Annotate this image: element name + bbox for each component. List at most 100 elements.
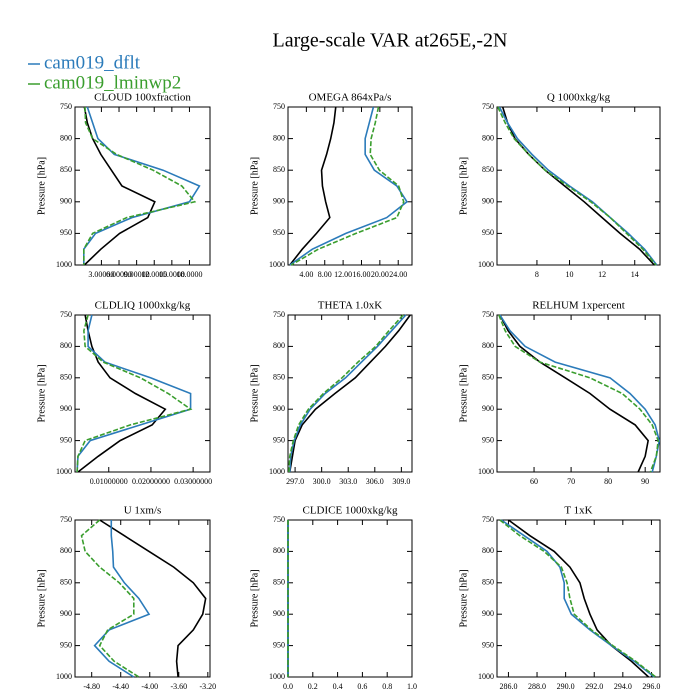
y-axis-label: Pressure [hPa]	[36, 364, 47, 422]
y-tick-label: 950	[273, 640, 285, 649]
y-tick-label: 750	[482, 310, 494, 319]
profile-line	[80, 519, 140, 678]
x-tick-label: 0.8	[382, 682, 392, 691]
plot-frame	[496, 519, 661, 678]
x-tick-label: 286.0	[499, 682, 517, 691]
y-tick-label: 1000	[56, 672, 72, 681]
y-tick-label: 800	[482, 133, 494, 142]
plot-frame	[287, 519, 413, 678]
y-tick-label: 1000	[478, 467, 494, 476]
profile-line	[497, 106, 657, 266]
y-tick-label: 800	[482, 546, 494, 555]
y-tick-label: 950	[60, 228, 72, 237]
y-tick-label: 950	[273, 228, 285, 237]
y-tick-label: 850	[60, 578, 72, 587]
y-tick-label: 950	[273, 435, 285, 444]
profile-line	[93, 520, 151, 678]
x-tick-label: 297.0	[286, 477, 304, 486]
profile-line	[500, 519, 655, 678]
panel-title: THETA 1.0xK	[318, 300, 383, 312]
panel-title: RELHUM 1xpercent	[532, 300, 625, 312]
x-tick-label: 15.0000	[159, 270, 185, 279]
y-tick-label: 800	[60, 341, 72, 350]
y-tick-label: 900	[60, 404, 72, 413]
x-tick-label: 296.0	[642, 682, 660, 691]
plot-frame	[287, 106, 413, 266]
y-tick-label: 750	[273, 102, 285, 111]
profile-line	[76, 314, 193, 473]
profile-line	[501, 106, 655, 266]
profile-line	[76, 314, 192, 473]
x-tick-label: 303.0	[339, 477, 357, 486]
y-tick-label: 1000	[56, 260, 72, 269]
y-tick-label: 750	[60, 515, 72, 524]
x-tick-label: -4.80	[83, 682, 100, 691]
y-tick-label: 850	[482, 578, 494, 587]
y-axis-label: Pressure [hPa]	[249, 364, 260, 422]
x-tick-label: 0.0	[283, 682, 293, 691]
y-tick-label: 900	[482, 197, 494, 206]
y-tick-label: 1000	[269, 672, 285, 681]
x-tick-label: 70	[567, 477, 575, 486]
plot-frame	[74, 314, 211, 473]
y-tick-label: 900	[482, 404, 494, 413]
profile-line	[288, 314, 404, 473]
x-tick-label: 9.00000	[124, 270, 150, 279]
profile-line	[77, 314, 167, 473]
x-tick-label: 14	[631, 270, 639, 279]
panel-title: Q 1000xkg/kg	[547, 92, 611, 104]
x-tick-label: 290.0	[557, 682, 575, 691]
y-axis-label: Pressure [hPa]	[458, 364, 469, 422]
y-tick-label: 800	[482, 341, 494, 350]
profile-line	[507, 519, 650, 678]
profile-line	[289, 106, 409, 266]
plot-frame	[74, 106, 211, 266]
profile-line	[499, 314, 661, 473]
profile-line	[289, 106, 337, 266]
x-tick-label: 60	[530, 477, 538, 486]
panel-title: T 1xK	[564, 505, 592, 517]
x-tick-label: 300.0	[313, 477, 331, 486]
y-axis-label: Pressure [hPa]	[249, 569, 260, 627]
y-tick-label: 750	[273, 310, 285, 319]
plot-frame	[496, 314, 661, 473]
y-tick-label: 1000	[269, 467, 285, 476]
x-tick-label: 20.00	[371, 270, 389, 279]
plot-frame	[74, 519, 211, 678]
x-tick-label: 0.6	[357, 682, 367, 691]
x-tick-label: 10	[566, 270, 574, 279]
x-tick-label: 80	[604, 477, 612, 486]
y-tick-label: 950	[60, 640, 72, 649]
plot-frame	[496, 106, 661, 266]
profile-line	[288, 314, 411, 473]
y-tick-label: 1000	[478, 260, 494, 269]
profile-line	[499, 314, 650, 473]
y-tick-label: 850	[60, 373, 72, 382]
x-tick-label: -4.40	[112, 682, 129, 691]
y-tick-label: 1000	[478, 672, 494, 681]
x-tick-label: 12.0000	[141, 270, 167, 279]
y-tick-label: 900	[482, 609, 494, 618]
x-tick-label: 292.0	[585, 682, 603, 691]
y-tick-label: 900	[273, 609, 285, 618]
y-axis-label: Pressure [hPa]	[36, 157, 47, 215]
y-tick-label: 850	[273, 578, 285, 587]
y-tick-label: 800	[273, 341, 285, 350]
profile-line	[290, 106, 405, 266]
x-tick-label: 1.0	[407, 682, 417, 691]
y-tick-label: 950	[60, 435, 72, 444]
y-tick-label: 950	[482, 640, 494, 649]
profile-line	[288, 314, 407, 473]
x-tick-label: 288.0	[528, 682, 546, 691]
y-tick-label: 750	[60, 310, 72, 319]
profile-line	[83, 106, 201, 265]
profile-line	[99, 519, 207, 678]
profile-line	[498, 314, 659, 473]
x-tick-label: -3.20	[199, 682, 216, 691]
x-tick-label: 90	[641, 477, 649, 486]
x-tick-label: 16.00	[352, 270, 370, 279]
profile-line	[498, 106, 658, 266]
x-tick-label: 309.0	[392, 477, 410, 486]
x-tick-label: 294.0	[614, 682, 632, 691]
